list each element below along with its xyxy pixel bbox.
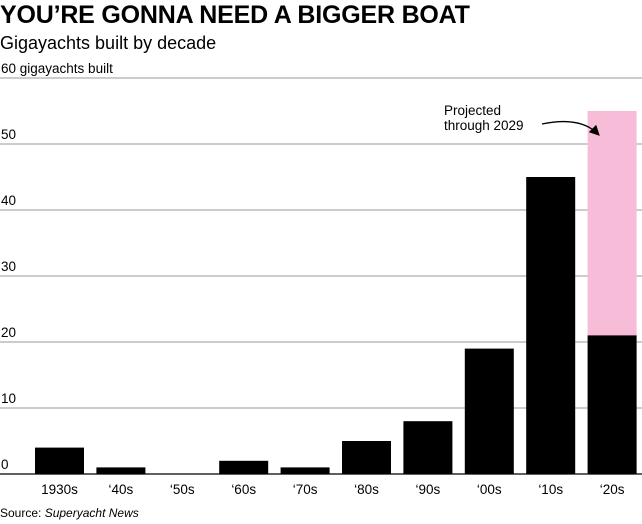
x-tick-label: ‘50s — [170, 482, 195, 497]
annotation-arrow — [541, 120, 600, 136]
bar-1 — [35, 447, 84, 474]
tick-labels: 0 10 20 30 40 50 60 gigayachts built 1930s ‘40s ‘… — [1, 61, 625, 497]
x-tick-label: ‘60s — [231, 482, 256, 497]
annotation-label: Projected — [444, 103, 501, 118]
x-tick-label: ‘20s — [600, 482, 625, 497]
source-prefix: Source: — [0, 506, 45, 520]
source-name: Superyacht News — [44, 506, 139, 520]
annotation-label: through 2029 — [444, 118, 524, 133]
bar-4 — [219, 460, 269, 474]
y-tick-label: 50 — [1, 127, 16, 142]
bar-6 — [342, 441, 391, 474]
y-tick-label: 0 — [1, 457, 9, 472]
y-tick-label: 20 — [1, 325, 16, 340]
y-tick-label: 40 — [1, 193, 16, 208]
bars — [35, 111, 637, 474]
x-tick-label: ‘00s — [477, 482, 502, 497]
bar-7 — [403, 421, 453, 474]
y-tick-label: 10 — [1, 391, 16, 406]
chart-title: YOU’RE GONNA NEED A BIGGER BOAT — [0, 1, 470, 29]
x-tick-label: ‘10s — [538, 482, 563, 497]
bar-2 — [96, 467, 146, 474]
chart-subtitle: Gigayachts built by decade — [0, 33, 217, 53]
y-tick-label: 60 gigayachts built — [1, 61, 113, 76]
x-tick-label: ‘80s — [354, 482, 379, 497]
x-tick-label: ‘70s — [293, 482, 318, 497]
y-tick-label: 30 — [1, 259, 16, 274]
x-tick-label: 1930s — [41, 482, 78, 497]
bar-10 — [587, 335, 637, 474]
chart-source: Source: Superyacht News — [0, 505, 139, 521]
x-tick-label: ‘40s — [109, 482, 134, 497]
bar-5 — [280, 467, 330, 474]
x-tick-label: ‘90s — [416, 482, 441, 497]
bar-9 — [526, 177, 576, 474]
bar-8 — [464, 348, 514, 474]
